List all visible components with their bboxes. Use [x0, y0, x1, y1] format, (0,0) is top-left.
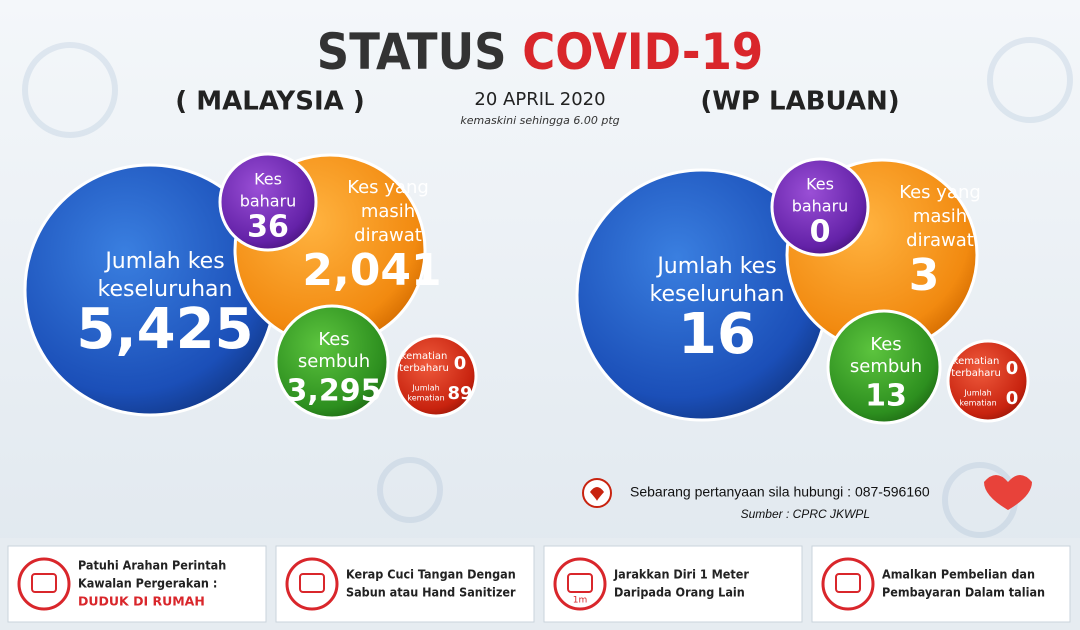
total_deaths-label: kematian — [407, 394, 444, 403]
recovered-bubble — [826, 309, 942, 425]
new-value: 0 — [810, 215, 831, 250]
date: 20 APRIL 2020 — [474, 89, 605, 110]
title-part: COVID-19 — [522, 23, 763, 81]
title: STATUS COVID-19 — [317, 23, 763, 81]
active-label: masih — [361, 201, 415, 222]
active-label: Kes yang — [899, 182, 981, 203]
tip-icon — [285, 557, 339, 611]
total-label: Jumlah kes — [655, 254, 776, 279]
tip-line: Kawalan Pergerakan : — [78, 576, 217, 591]
new-value: 36 — [247, 210, 289, 245]
tip-icon-glyph — [835, 573, 861, 593]
active-label: Kes yang — [347, 177, 429, 198]
new-deaths-value: 0 — [454, 353, 467, 374]
deaths-bubble — [946, 339, 1030, 423]
source: Sumber : CPRC JKWPL — [741, 507, 870, 521]
new_deaths-label: kematian — [953, 356, 1000, 367]
total-value: 16 — [678, 302, 756, 367]
active-label: dirawat — [906, 230, 974, 251]
new_deaths-label: kematian — [401, 351, 448, 362]
total_deaths-label: Jumlah — [411, 384, 439, 393]
new-deaths-value: 0 — [1006, 358, 1019, 379]
total-deaths-value: 89 — [447, 383, 472, 404]
tips: Patuhi Arahan Perintah Kawalan Pergerakan… — [7, 545, 1071, 623]
total-label: keseluruhan — [98, 277, 233, 302]
virus-decor — [22, 37, 1073, 538]
title-part: STATUS — [317, 23, 507, 81]
tip-line: Amalkan Pembelian dan — [882, 567, 1035, 582]
active-label: dirawat — [354, 225, 422, 246]
recovered-label: Kes — [870, 334, 901, 355]
total-value: 5,425 — [76, 297, 253, 362]
active-value: 3 — [909, 250, 940, 301]
new-label: baharu — [240, 192, 297, 211]
recovered-bubble — [274, 304, 390, 420]
new-bubble — [218, 152, 318, 252]
recovered-label: sembuh — [850, 356, 922, 377]
tip-highlight: DUDUK DI RUMAH — [78, 594, 205, 609]
total-label: keseluruhan — [650, 282, 785, 307]
new_deaths-label: terbaharu — [399, 363, 449, 374]
tip-icon-glyph — [567, 573, 593, 593]
new-bubble — [770, 157, 870, 257]
new-label: baharu — [792, 197, 849, 216]
new_deaths-label: terbaharu — [951, 368, 1001, 379]
tip-line: Daripada Orang Lain — [614, 585, 745, 600]
jkwpl-logo — [984, 475, 1032, 510]
tip-icon-glyph — [299, 573, 325, 593]
recovered-label: sembuh — [298, 351, 370, 372]
tip-line: Jarakkan Diri 1 Meter — [613, 567, 749, 582]
new-label: Kes — [806, 175, 834, 194]
tip-icon — [821, 557, 875, 611]
tip-line: Pembayaran Dalam talian — [882, 585, 1045, 600]
recovered-label: Kes — [318, 329, 349, 350]
total-label: Jumlah kes — [103, 249, 224, 274]
active-label: masih — [913, 206, 967, 227]
logo-heart — [590, 487, 604, 501]
region-label: ( MALAYSIA ) — [175, 87, 364, 117]
tip-icon — [17, 557, 71, 611]
total_deaths-label: Jumlah — [963, 389, 991, 398]
tip-icon — [553, 557, 607, 611]
deaths-bubble — [394, 334, 478, 418]
tip-icon-label: 1m — [573, 596, 588, 606]
tip-icon-glyph — [31, 573, 57, 593]
active-value: 2,041 — [302, 245, 441, 296]
tip-line: Sabun atau Hand Sanitizer — [346, 585, 516, 600]
tip-line: Patuhi Arahan Perintah — [78, 558, 226, 573]
tip-line: Kerap Cuci Tangan Dengan — [346, 567, 516, 582]
recovered-value: 3,295 — [287, 374, 382, 409]
contact: Sebarang pertanyaan sila hubungi : 087-5… — [630, 484, 930, 500]
updated-note: kemaskini sehingga 6.00 ptg — [460, 114, 619, 127]
new-label: Kes — [254, 170, 282, 189]
recovered-value: 13 — [865, 379, 907, 414]
region-label: (WP LABUAN) — [700, 87, 899, 117]
total_deaths-label: kematian — [959, 399, 996, 408]
total-deaths-value: 0 — [1006, 388, 1019, 409]
